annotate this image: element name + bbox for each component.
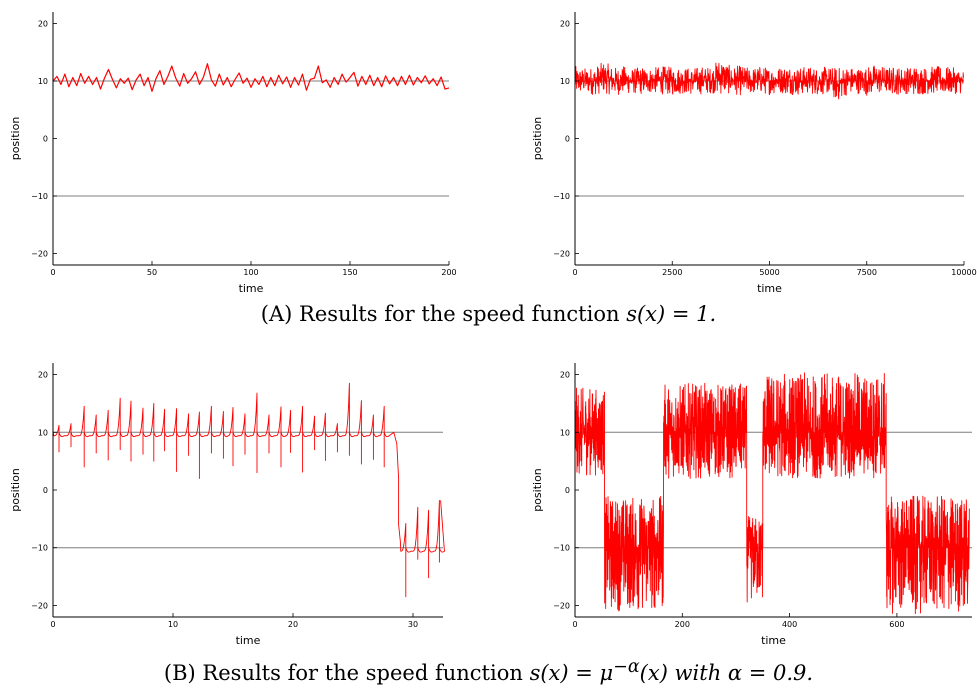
b-left-x-tick-label-3: 30 — [408, 620, 418, 629]
caption-b-formula-tail: (x) with α = 0.9. — [639, 661, 814, 685]
caption-b-text: Results for the speed function — [202, 661, 523, 685]
caption-a-formula: s(x) = 1. — [626, 302, 717, 326]
b-right-series-line — [574, 372, 970, 615]
b-left-y-tick-label-1: −10 — [31, 544, 48, 553]
caption-a-label: (A) — [260, 302, 293, 326]
caption-a-text: Results for the speed function — [299, 302, 620, 326]
a-left-y-tick-label-3: 10 — [38, 77, 48, 86]
a-right-x-tick-label-1: 2500 — [662, 268, 682, 277]
a-left-x-tick-label-2: 100 — [243, 268, 258, 277]
a-right-y-tick-label-4: 20 — [560, 20, 570, 29]
a-right-x-tick-label-4: 10000 — [951, 268, 976, 277]
a-left-y-tick-label-1: −10 — [31, 192, 48, 201]
a-left-x-tick-label-0: 0 — [50, 268, 55, 277]
a-right-series-line — [574, 62, 965, 100]
b-right-y-axis-label: position — [531, 468, 544, 512]
a-right-x-tick-label-2: 5000 — [759, 268, 779, 277]
a-left-x-axis-label: time — [239, 282, 264, 295]
b-right-y-tick-label-4: 20 — [560, 371, 570, 380]
caption-b: (B) Results for the speed function s(x) … — [0, 657, 977, 685]
a-right-x-tick-label-3: 7500 — [857, 268, 877, 277]
b-left-x-tick-label-0: 0 — [50, 620, 55, 629]
a-left-y-tick-label-4: 20 — [38, 20, 48, 29]
caption-a: (A) Results for the speed function s(x) … — [0, 302, 977, 326]
panel-b-right: 0 200 400 600 −20 −10 0 10 20 time position — [531, 363, 972, 647]
a-left-y-tick-label-0: −20 — [31, 250, 48, 259]
b-right-x-axis-label: time — [761, 634, 786, 647]
a-right-x-axis-label: time — [757, 282, 782, 295]
panel-a-right: 0 2500 5000 7500 10000 −20 −10 0 10 20 time positio… — [531, 12, 977, 295]
b-left-y-axis-label: position — [9, 468, 22, 512]
a-left-series-line — [52, 63, 450, 92]
b-right-x-tick-label-1: 200 — [675, 620, 690, 629]
b-left-y-tick-label-0: −20 — [31, 601, 48, 610]
b-left-series-line — [52, 382, 445, 598]
caption-b-label: (B) — [163, 661, 196, 685]
a-right-y-axis-label: position — [531, 117, 544, 161]
a-left-x-tick-label-4: 200 — [441, 268, 456, 277]
b-right-x-tick-label-3: 600 — [889, 620, 904, 629]
a-left-x-tick-label-1: 50 — [147, 268, 157, 277]
b-right-y-tick-label-1: −10 — [553, 544, 570, 553]
panel-b-left: 0 10 20 30 −20 −10 0 10 20 time position — [9, 363, 445, 647]
b-left-y-tick-label-2: 0 — [43, 486, 48, 495]
b-right-x-tick-label-0: 0 — [572, 620, 577, 629]
b-right-x-tick-label-2: 400 — [782, 620, 797, 629]
panel-a-left: 0 50 100 150 200 −20 −10 0 10 20 time position — [9, 12, 457, 295]
b-left-x-tick-label-1: 10 — [168, 620, 178, 629]
b-right-y-tick-label-3: 10 — [560, 428, 570, 437]
b-left-y-tick-label-3: 10 — [38, 428, 48, 437]
b-left-y-tick-label-4: 20 — [38, 371, 48, 380]
a-left-x-tick-label-3: 150 — [342, 268, 357, 277]
a-right-y-tick-label-1: −10 — [553, 192, 570, 201]
a-right-x-tick-label-0: 0 — [572, 268, 577, 277]
caption-b-formula-exponent: −α — [613, 657, 640, 677]
a-right-y-tick-label-3: 10 — [560, 77, 570, 86]
b-right-y-tick-label-0: −20 — [553, 601, 570, 610]
a-left-y-tick-label-2: 0 — [43, 135, 48, 144]
b-left-x-axis-label: time — [236, 634, 261, 647]
a-left-y-axis-label: position — [9, 117, 22, 161]
b-left-x-tick-label-2: 20 — [288, 620, 298, 629]
a-right-y-tick-label-0: −20 — [553, 250, 570, 259]
b-right-y-tick-label-2: 0 — [565, 486, 570, 495]
caption-b-formula: s(x) = μ — [529, 661, 614, 685]
a-right-y-tick-label-2: 0 — [565, 135, 570, 144]
